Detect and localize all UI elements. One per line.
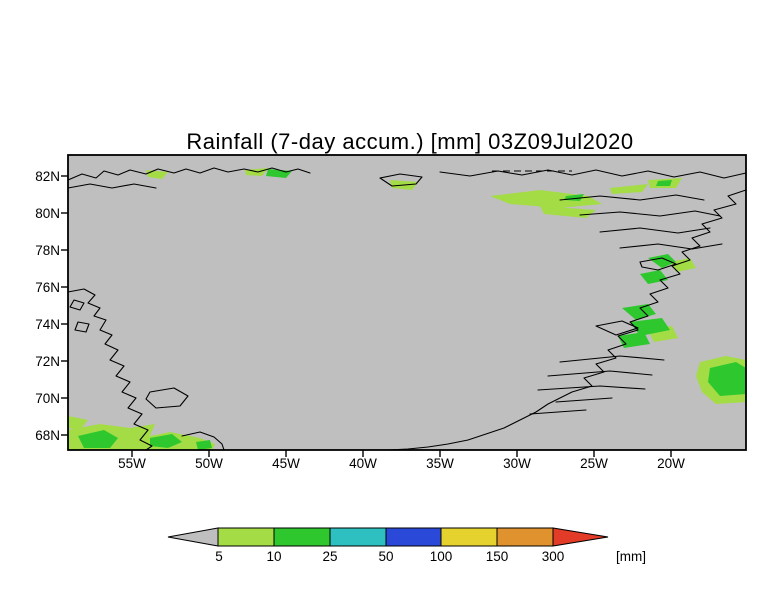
y-tick-label-1: 80N xyxy=(35,206,60,221)
x-tick-label-2: 45W xyxy=(272,456,300,471)
x-tick-label-6: 25W xyxy=(580,456,608,471)
colorbar-label-3: 50 xyxy=(378,549,393,564)
map-background-sea-land-gray xyxy=(68,155,746,450)
x-tick-label-7: 20W xyxy=(657,456,685,471)
y-tick-label-2: 78N xyxy=(35,243,60,258)
colorbar-arrow-above-max xyxy=(552,527,609,547)
y-tick-label-4: 74N xyxy=(35,317,60,332)
colorbar-seg-50-100 xyxy=(385,527,442,547)
y-tick-label-3: 76N xyxy=(35,280,60,295)
colorbar-seg-5-10 xyxy=(217,527,275,547)
chart-title: Rainfall (7-day accum.) [mm] 03Z09Jul202… xyxy=(186,129,633,154)
y-tick-label-0: 82N xyxy=(35,169,60,184)
colorbar: 5 10 25 50 100 150 300 [mm] xyxy=(167,527,646,564)
x-tick-label-1: 50W xyxy=(195,456,223,471)
coastlines xyxy=(67,167,747,451)
y-tick-label-6: 70N xyxy=(35,391,60,406)
colorbar-seg-10-25 xyxy=(273,527,331,547)
colorbar-label-6: 300 xyxy=(542,549,565,564)
y-axis-labels: 82N 80N 78N 76N 74N 72N 70N 68N xyxy=(35,169,60,443)
colorbar-label-2: 25 xyxy=(322,549,337,564)
map-border xyxy=(67,154,747,451)
colorbar-label-1: 10 xyxy=(266,549,281,564)
colorbar-units-label: [mm] xyxy=(616,549,646,564)
colorbar-seg-25-50 xyxy=(329,527,387,547)
colorbar-label-0: 5 xyxy=(215,549,223,564)
x-tick-label-0: 55W xyxy=(118,456,146,471)
colorbar-label-4: 100 xyxy=(430,549,453,564)
colorbar-seg-150-300 xyxy=(496,527,554,547)
x-tick-label-4: 35W xyxy=(426,456,454,471)
colorbar-labels: 5 10 25 50 100 150 300 [mm] xyxy=(215,549,646,564)
x-tick-label-3: 40W xyxy=(349,456,377,471)
x-axis-labels: 55W 50W 45W 40W 35W 30W 25W 20W xyxy=(118,456,685,471)
map-plot: 82N 80N 78N 76N 74N 72N 70N 68N 55W 50W … xyxy=(35,154,747,471)
colorbar-seg-100-150 xyxy=(440,527,498,547)
y-tick-label-7: 68N xyxy=(35,428,60,443)
colorbar-label-5: 150 xyxy=(486,549,509,564)
x-tick-label-5: 30W xyxy=(503,456,531,471)
y-tick-label-5: 72N xyxy=(35,354,60,369)
axis-ticks xyxy=(61,175,672,457)
